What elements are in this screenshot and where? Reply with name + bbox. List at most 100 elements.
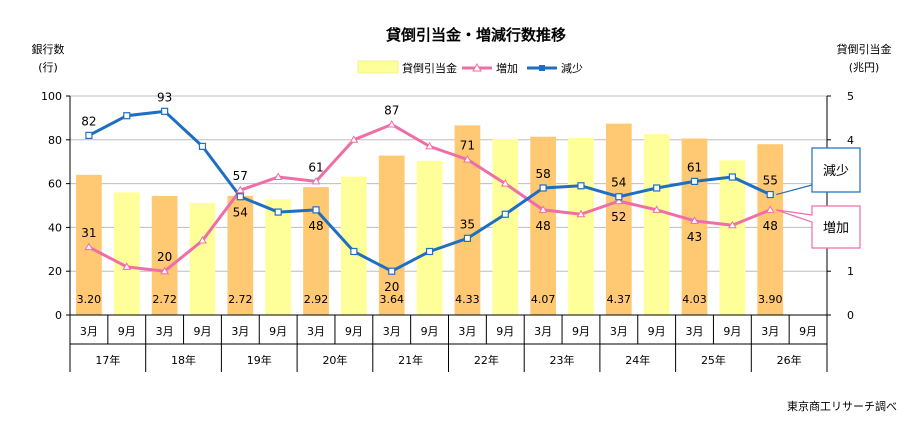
increase-point [463, 155, 472, 163]
year-label: 26年 [777, 353, 802, 367]
increase-value-label: 52 [611, 210, 626, 224]
decrease-point [539, 184, 547, 192]
increase-point [387, 119, 397, 128]
left-tick-label: 100 [41, 90, 62, 103]
left-tick-label: 0 [55, 309, 62, 322]
bar-value-label: 3.64 [379, 293, 404, 306]
legend-increase-marker [472, 62, 482, 72]
decrease-point [463, 234, 472, 242]
decrease-point [123, 112, 131, 120]
legend-bar-label: 貸倒引当金 [402, 61, 457, 75]
increase-point [765, 205, 775, 213]
decrease-value-label: 82 [81, 114, 96, 128]
decrease-point [425, 247, 434, 256]
decrease-point [501, 210, 509, 218]
callout-increase-label: 増加 [823, 221, 849, 236]
x-tick-label: 9月 [799, 325, 817, 338]
increase-point [198, 236, 207, 244]
year-label: 21年 [398, 353, 423, 367]
increase-point [425, 141, 434, 150]
bar-value-label: 4.03 [682, 293, 707, 306]
x-tick-label: 9月 [496, 325, 514, 338]
decrease-point [653, 184, 661, 192]
increase-point [576, 209, 586, 218]
bar [341, 176, 367, 315]
increase-point [235, 185, 245, 194]
decrease-point [690, 177, 699, 186]
x-tick-label: 9月 [421, 325, 439, 338]
decrease-point [274, 208, 282, 216]
bar [189, 202, 216, 315]
decrease-value-label: 20 [384, 280, 399, 294]
year-label: 22年 [474, 353, 499, 367]
bar [265, 199, 292, 315]
decrease-point [198, 142, 207, 150]
legend-decrease-label: 減少 [561, 61, 583, 75]
bar [643, 134, 670, 315]
bar [719, 160, 746, 315]
x-tick-label: 3月 [761, 325, 779, 338]
bar-value-label: 4.33 [455, 293, 480, 306]
increase-value-label: 48 [535, 219, 550, 233]
right-tick-label: 1 [847, 265, 854, 278]
increase-point [160, 266, 169, 275]
year-label: 19年 [247, 353, 272, 367]
legend-increase-label: 増加 [496, 62, 518, 75]
increase-value-label: 57 [233, 169, 248, 183]
x-tick-label: 9月 [648, 325, 666, 338]
decrease-point [236, 193, 244, 201]
increase-point [311, 176, 321, 185]
decrease-point [350, 247, 358, 256]
right-axis-unit: (兆円) [849, 61, 880, 74]
x-tick-label: 9月 [118, 325, 136, 338]
left-tick-label: 80 [48, 134, 62, 147]
bar [492, 138, 519, 315]
right-tick-label: 5 [847, 90, 854, 103]
bar [378, 155, 405, 315]
x-tick-label: 3月 [383, 325, 401, 338]
x-tick-label: 9月 [723, 325, 741, 338]
year-label: 17年 [95, 353, 120, 367]
bar [568, 138, 594, 315]
decrease-point [388, 267, 396, 275]
chart-title: 貸倒引当金・増減行数推移 [386, 26, 566, 44]
x-tick-label: 9月 [345, 325, 363, 338]
increase-value-label: 71 [460, 139, 475, 153]
x-tick-label: 3月 [231, 325, 249, 338]
x-tick-label: 9月 [572, 325, 590, 338]
decrease-value-label: 35 [460, 217, 475, 231]
callout-decrease-box [776, 147, 861, 196]
right-axis-label: 貸倒引当金 [837, 42, 892, 56]
decrease-point [766, 190, 774, 199]
decrease-point [728, 173, 736, 181]
callout-decrease-label: 減少 [823, 163, 849, 179]
x-tick-label: 3月 [610, 325, 628, 338]
increase-point [690, 216, 699, 224]
year-label: 24年 [625, 353, 650, 367]
right-tick-label: 4 [847, 134, 854, 147]
increase-point [122, 262, 132, 270]
x-tick-label: 3月 [534, 325, 552, 338]
bar [530, 136, 556, 315]
increase-point [273, 172, 283, 181]
increase-point [728, 220, 737, 229]
decrease-point [85, 131, 93, 140]
bar [151, 195, 178, 315]
legend-bar-swatch [357, 60, 399, 74]
decrease-value-label: 58 [535, 167, 550, 181]
bar [227, 195, 254, 315]
decrease-point [312, 206, 320, 214]
left-axis-label: 銀行数 [32, 42, 65, 56]
increase-point [349, 135, 359, 143]
left-tick-label: 60 [48, 178, 62, 191]
decrease-point [577, 182, 585, 190]
year-label: 25年 [701, 353, 726, 367]
bar [605, 123, 632, 316]
bar-value-label: 3.90 [758, 293, 783, 306]
year-label: 18年 [171, 353, 196, 367]
x-tick-label: 3月 [307, 325, 325, 338]
decrease-value-label: 48 [308, 219, 323, 233]
increase-value-label: 48 [763, 219, 778, 233]
bar [113, 192, 140, 315]
